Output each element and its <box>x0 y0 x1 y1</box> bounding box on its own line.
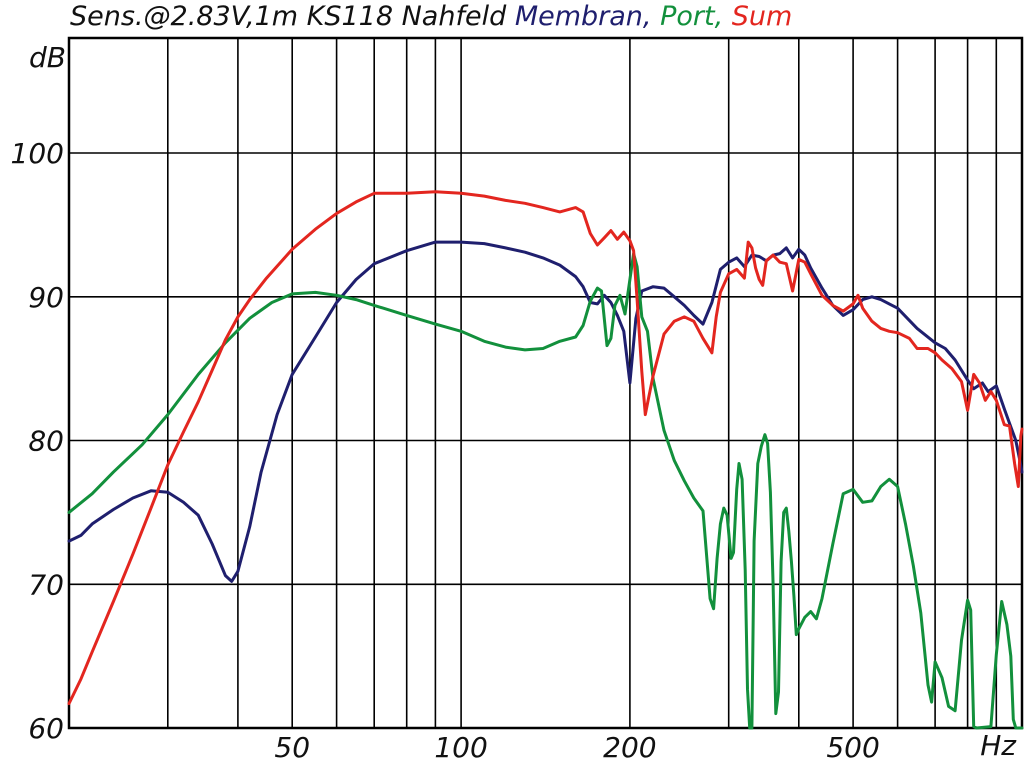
title-part-1: Membran, <box>515 1 660 32</box>
y-tick-label-60: 60 <box>28 712 64 745</box>
title-part-3: Sum <box>732 1 793 32</box>
y-tick-label-70: 70 <box>28 568 64 601</box>
grid <box>69 38 1022 728</box>
x-tick-label-50: 50 <box>274 731 310 763</box>
series-line-port <box>67 252 1024 730</box>
series-line-membran <box>67 240 1024 583</box>
plot-frame <box>67 36 1024 730</box>
y-tick-label-100: 100 <box>11 137 64 170</box>
y-tick-label-90: 90 <box>28 281 64 314</box>
chart-title: Sens.@2.83V,1m KS118 Nahfeld Membran, Po… <box>70 1 792 32</box>
title-part-2: Port, <box>660 1 732 32</box>
x-tick-label-100: 100 <box>434 731 487 763</box>
x-tick-label-200: 200 <box>603 731 656 763</box>
y-axis-label: dB <box>29 41 66 74</box>
x-axis-label: Hz <box>980 729 1017 762</box>
title-part-0: Sens.@2.83V,1m KS118 Nahfeld <box>70 1 515 32</box>
x-tick-label-500: 500 <box>826 731 879 763</box>
series-lines <box>67 190 1024 730</box>
tick-labels: 60 70 80 90 100 50 100 200 500 <box>11 137 880 763</box>
y-tick-label-80: 80 <box>28 425 64 458</box>
series-line-sum <box>67 190 1024 706</box>
